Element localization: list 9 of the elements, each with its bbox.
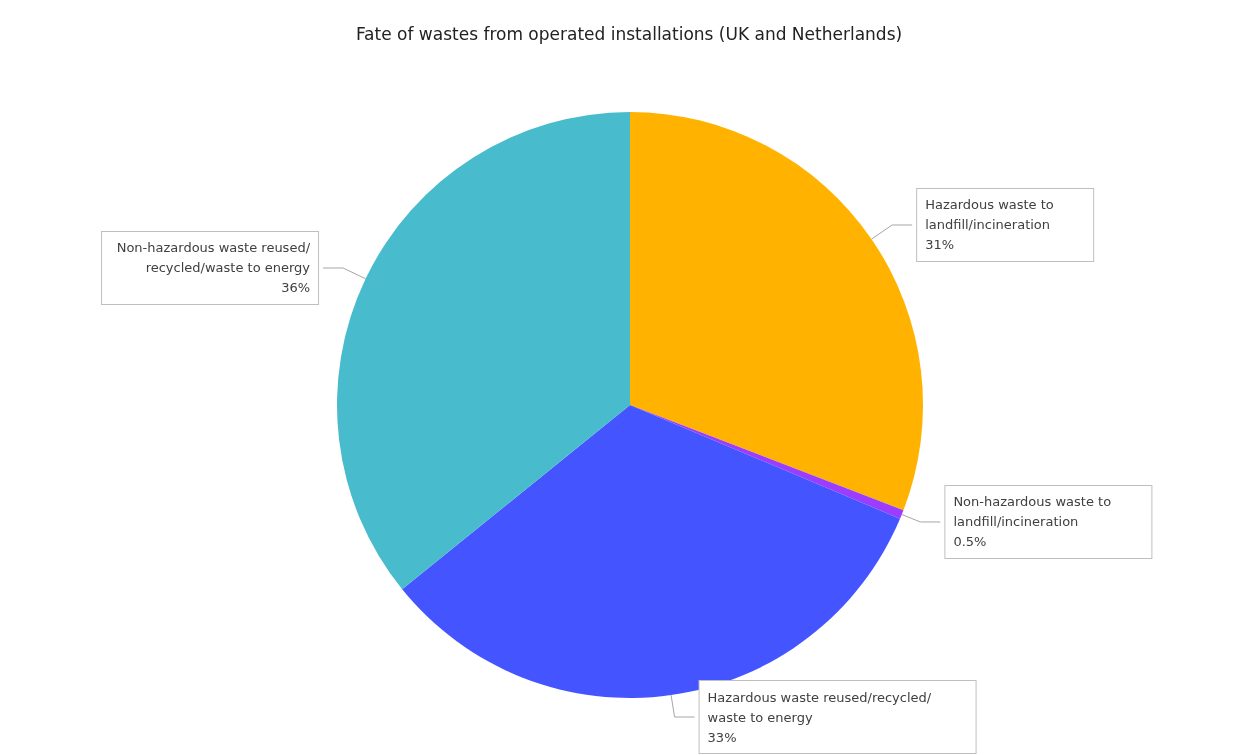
slice-label: Hazardous waste reused/recycled/waste to energy — [707, 689, 932, 725]
data-label: 31% — [925, 237, 955, 253]
data-label: 33% — [707, 729, 737, 745]
slice-label: Hazardous waste to landfill/incineration — [925, 197, 1058, 233]
chart-title: Fate of wastes from operated installations (UK and Netherlands) — [355, 23, 903, 44]
data-label: 0.5% — [953, 534, 987, 550]
slice-label: Non-hazardous waste to landfill/incineration — [953, 494, 1116, 530]
slice-label: Non-hazardous waste reused/recycled/waste to energy — [116, 240, 311, 276]
data-label: 36% — [281, 280, 311, 296]
